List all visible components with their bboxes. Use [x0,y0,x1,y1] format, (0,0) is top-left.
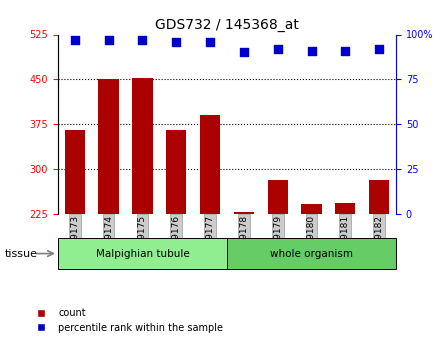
Text: GSM29179: GSM29179 [273,215,282,264]
Point [274,46,281,52]
Bar [335,203,356,345]
Text: tissue: tissue [4,249,37,258]
Text: GSM29178: GSM29178 [239,215,248,264]
Text: GSM29180: GSM29180 [307,215,316,264]
Point [105,37,112,43]
Bar [65,130,85,345]
Point [71,37,78,43]
Bar [166,130,186,345]
Bar [200,115,220,345]
Text: GSM29174: GSM29174 [104,215,113,264]
Text: GSM29177: GSM29177 [206,215,214,264]
Bar [369,180,389,345]
Text: GSM29176: GSM29176 [172,215,181,264]
Point [173,39,180,45]
Text: GSM29181: GSM29181 [341,215,350,264]
Title: GDS732 / 145368_at: GDS732 / 145368_at [155,18,299,32]
Point [376,46,383,52]
Point [240,50,247,55]
Text: GSM29182: GSM29182 [375,215,384,264]
Bar [267,180,288,345]
Bar [301,204,322,345]
Point [206,39,214,45]
Text: GSM29175: GSM29175 [138,215,147,264]
FancyBboxPatch shape [227,238,396,269]
Legend: count, percentile rank within the sample: count, percentile rank within the sample [27,304,227,337]
Bar [234,212,254,345]
Bar [132,78,153,345]
Text: whole organism: whole organism [270,249,353,258]
Text: GSM29173: GSM29173 [70,215,79,264]
Point [342,48,349,53]
Point [308,48,315,53]
Bar [98,79,119,345]
FancyBboxPatch shape [58,238,227,269]
Point [139,37,146,43]
Text: Malpighian tubule: Malpighian tubule [96,249,189,258]
